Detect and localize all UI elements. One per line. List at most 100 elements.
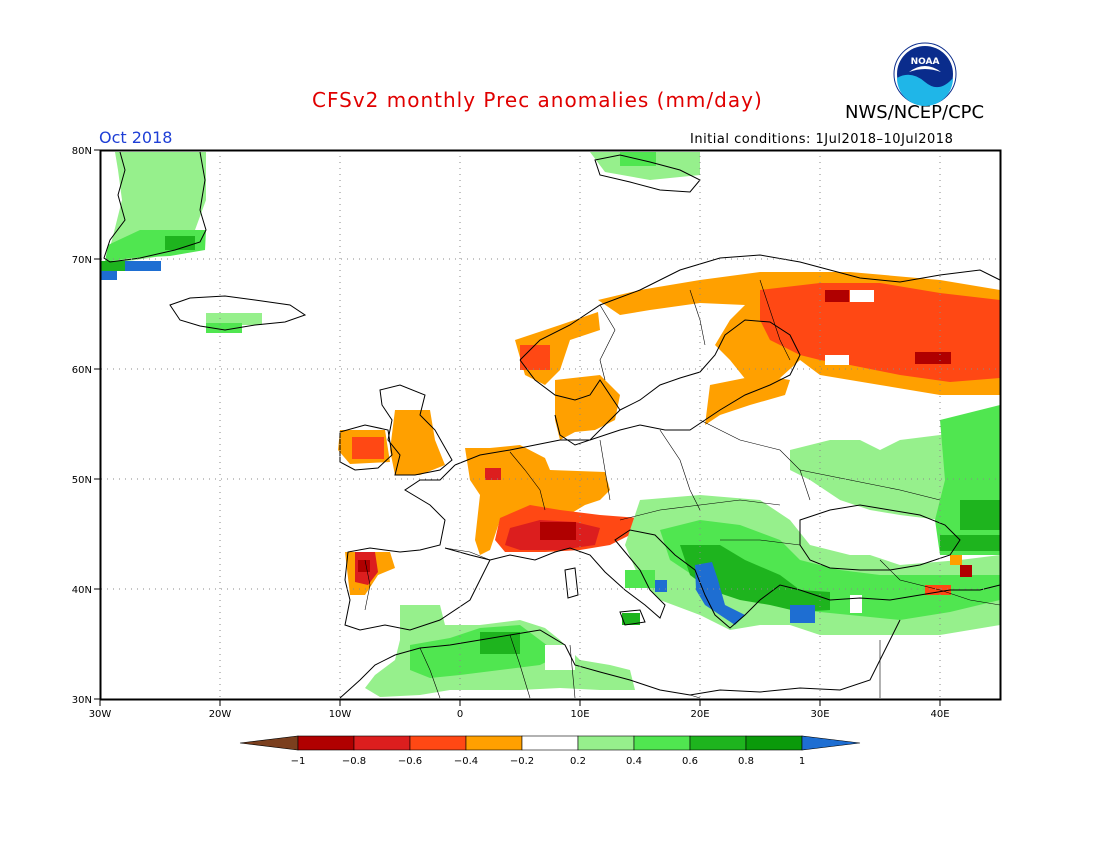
baltic-coast [619, 319, 801, 431]
border-fi-ru [759, 279, 791, 361]
aegean-blue [790, 605, 815, 623]
colorbar-swatch [745, 735, 803, 751]
africa-coast [339, 619, 901, 699]
greenland-coast [103, 151, 207, 263]
colorbar-swatch [409, 735, 467, 751]
svalbard-coast [594, 154, 701, 193]
colorbar-swatch [577, 735, 635, 751]
iceland-anomaly [206, 313, 262, 325]
colorbar-tick-label: −0.4 [454, 756, 478, 767]
algeria-dark [480, 632, 520, 654]
iceland-coast [169, 295, 307, 331]
colorbar-swatch [297, 735, 355, 751]
lat-label: 30N [72, 695, 92, 706]
france-red [485, 468, 501, 480]
west-europe-dry [465, 445, 610, 555]
agency-label: NWS/NCEP/CPC [845, 102, 985, 123]
logo-text: NOAA [911, 57, 940, 67]
lon-labels: 30W 20W 10W 0 10E 20E 30E 40E [89, 709, 950, 720]
lon-label: 20E [690, 709, 709, 720]
black-sea-coast [799, 504, 961, 571]
lat-labels: 30N 40N 50N 60N 70N 80N [72, 146, 92, 706]
colorbar-tick-label: −1 [291, 756, 306, 767]
axis-ticks [94, 149, 941, 706]
border-east [879, 559, 1001, 698]
baltic-anomaly [705, 375, 790, 425]
sicily [619, 609, 646, 626]
border-se-fi [689, 289, 706, 346]
turkey-darkred [960, 565, 972, 577]
logo-water [897, 74, 953, 106]
logo-gull [909, 66, 941, 72]
turkey-orange [950, 555, 962, 565]
colorbar-swatch [689, 735, 747, 751]
greenland-blue-2 [101, 270, 117, 280]
colorbar-tick-label: 0.6 [682, 756, 698, 767]
colorbar-tick-label: 0.2 [570, 756, 586, 767]
russia-dark-red [915, 352, 951, 364]
lat-label: 80N [72, 146, 92, 157]
greenland-green-2 [101, 261, 125, 271]
uk-coast [379, 384, 453, 476]
border-africa [419, 634, 701, 699]
colorbar-swatch [521, 735, 579, 751]
russia-dark-red-2 [825, 290, 849, 302]
italy-blue [655, 580, 667, 592]
lat-label: 70N [72, 255, 92, 266]
border-no-se [599, 304, 616, 381]
border-fr-es [444, 547, 491, 561]
colorbar-tick-label: −0.8 [342, 756, 366, 767]
france-west-coast [399, 464, 456, 553]
tunisia-white [545, 645, 575, 670]
initial-conditions-label: Initial conditions: 1Jul2018–10Jul2018 [690, 132, 954, 147]
map-frame [99, 149, 1002, 701]
south-scandinavia-anomaly [555, 375, 620, 440]
russia-white-hole-2 [825, 355, 849, 365]
iceland-anomaly-2 [206, 323, 242, 333]
colorbar-tick-label: −0.2 [510, 756, 534, 767]
europe-north-coast [454, 424, 641, 466]
country-borders [364, 279, 1001, 699]
med-north-coast [489, 529, 1001, 629]
colorbar-tick-label: 0.4 [626, 756, 642, 767]
valid-month-label: Oct 2018 [99, 128, 173, 147]
border-ro-bg [720, 539, 801, 546]
lat-label: 40N [72, 585, 92, 596]
lon-label: 0 [457, 709, 463, 720]
lat-label: 50N [72, 475, 92, 486]
norway-sweden-south [519, 359, 621, 446]
colorbar-swatch [353, 735, 411, 751]
caucasus-dark [960, 500, 1000, 530]
lon-label: 10W [329, 709, 352, 720]
noaa-logo: NOAA [893, 42, 957, 106]
alps-darkest [540, 522, 576, 540]
colorbar-labels: −1 −0.8 −0.6 −0.4 −0.2 0.2 0.4 0.6 0.8 1 [291, 756, 806, 767]
lat-label: 60N [72, 365, 92, 376]
border-pl-ua [659, 429, 701, 511]
ireland-coast [339, 424, 393, 471]
lon-label: 30E [810, 709, 829, 720]
border-fr-de [509, 451, 546, 511]
sicily-green [622, 613, 640, 625]
lon-label: 20W [209, 709, 232, 720]
border-de-pl [599, 439, 611, 501]
colorbar-swatch [465, 735, 523, 751]
colorbar-swatches [239, 735, 861, 751]
turkey-white [850, 595, 862, 613]
greenland-blue [125, 261, 161, 271]
sardinia [564, 567, 579, 599]
colorbar-swatch [633, 735, 691, 751]
colorbar-tick-label: 1 [799, 756, 805, 767]
greece-blue [695, 562, 745, 625]
colorbar-tick-label: 0.8 [738, 756, 754, 767]
lon-label: 40E [930, 709, 949, 720]
lon-label: 30W [89, 709, 112, 720]
border-es-pt [364, 559, 371, 611]
colorbar-arrow-low [239, 735, 299, 751]
anomaly-shading [101, 152, 1000, 697]
colorbar-tick-label: −0.6 [398, 756, 422, 767]
ireland-red [352, 437, 384, 459]
turkey-red [925, 585, 951, 595]
